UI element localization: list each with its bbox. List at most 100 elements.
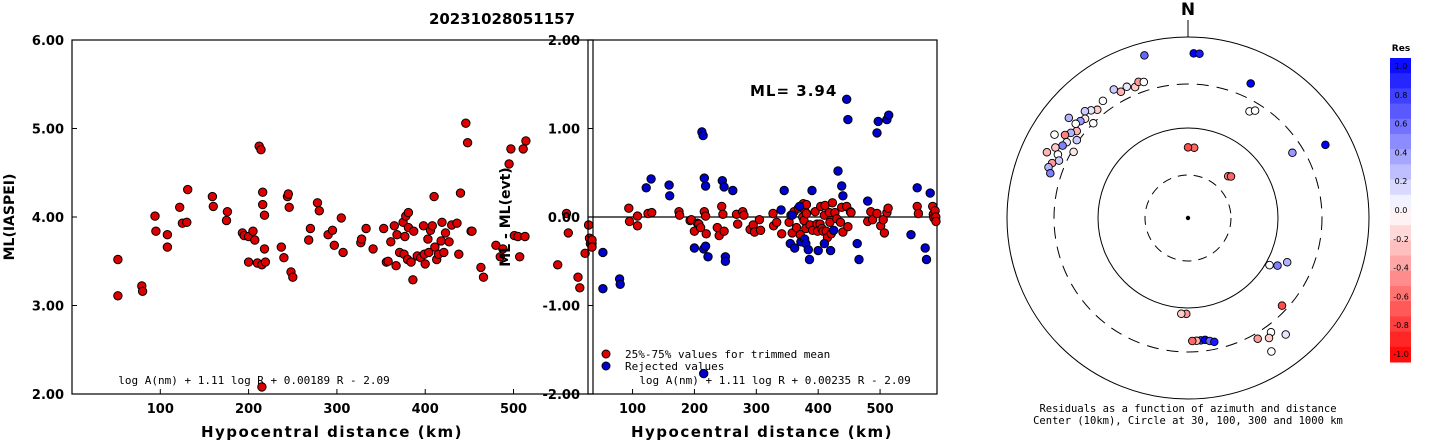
data-point	[162, 230, 173, 240]
data-point	[718, 209, 728, 220]
data-point	[304, 235, 314, 245]
x-tick-label: 400	[805, 402, 832, 417]
data-point	[182, 217, 192, 228]
data-point	[768, 208, 778, 219]
polar-point	[1069, 147, 1078, 157]
x-axis-label-2: Hypocentral distance (km)	[631, 423, 893, 441]
colorbar-cell	[1390, 301, 1411, 317]
y-tick-label: 6.00	[32, 34, 64, 49]
data-point	[689, 243, 700, 253]
colorbar-tick-label: -0.2	[1393, 235, 1409, 244]
data-point	[700, 181, 711, 191]
polar-point	[1140, 51, 1149, 60]
caption-line-1: Residuals as a function of azimuth and d…	[1039, 403, 1336, 415]
north-label: N	[1181, 0, 1195, 20]
data-point	[843, 222, 853, 232]
data-point	[913, 208, 924, 219]
data-point	[624, 203, 634, 213]
legend-marker-rejected	[601, 361, 611, 371]
polar-point	[1195, 49, 1204, 58]
colorbar-tick-label: 0.4	[1395, 148, 1408, 157]
colorbar-tick-label: 1.0	[1395, 62, 1408, 71]
data-point	[580, 248, 590, 259]
data-point	[356, 234, 367, 244]
data-point	[699, 173, 709, 183]
data-point	[498, 244, 508, 254]
colorbar-cell	[1390, 149, 1411, 165]
data-point	[777, 229, 787, 239]
data-point	[406, 257, 416, 267]
colorbar-title: Res	[1392, 44, 1410, 54]
polar-point	[1064, 113, 1074, 123]
polar-point	[1071, 119, 1080, 129]
data-point	[518, 144, 528, 154]
data-point	[305, 223, 316, 234]
data-point	[872, 128, 882, 138]
polar-point	[1046, 169, 1055, 178]
data-point	[717, 201, 727, 212]
data-point	[787, 210, 797, 220]
colorbar-cell	[1390, 346, 1411, 363]
colorbar-cell	[1390, 103, 1411, 120]
polar-point	[1288, 148, 1297, 158]
data-point	[222, 207, 233, 217]
polar-point	[1264, 333, 1274, 343]
data-point	[386, 237, 396, 247]
data-point	[400, 231, 410, 242]
data-point	[698, 130, 708, 141]
page-title: 20231028051157	[429, 10, 575, 28]
data-point	[327, 225, 338, 236]
data-point	[803, 245, 813, 255]
data-point	[478, 272, 489, 282]
data-point	[700, 211, 711, 221]
polar-point	[1058, 141, 1067, 150]
polar-point	[1080, 106, 1090, 116]
data-point	[925, 188, 935, 198]
data-point	[284, 202, 294, 213]
formula-2: log A(nm) + 1.11 log R + 0.00235 R - 2.0…	[639, 374, 911, 387]
data-point	[561, 208, 572, 219]
data-point	[754, 215, 765, 225]
data-point	[665, 191, 675, 201]
data-point	[739, 210, 749, 220]
data-point	[867, 215, 878, 225]
polar-point	[1051, 143, 1060, 152]
polar-point	[1267, 347, 1276, 356]
colorbar-cell	[1390, 270, 1411, 287]
data-point	[368, 244, 378, 254]
ml-annotation: ML= 3.94	[750, 82, 837, 100]
data-point	[598, 284, 608, 294]
data-point	[835, 217, 846, 228]
data-point	[175, 202, 185, 213]
residual-vs-distance-panel: -2.00 -1.00 0.00 1.00 2.00 100 200 300 400 500 ML…	[498, 34, 941, 441]
colorbar-cell	[1390, 118, 1411, 135]
data-point	[454, 249, 464, 259]
polar-point	[1277, 301, 1287, 310]
data-point	[776, 205, 786, 215]
legend-marker-trimmed	[601, 349, 611, 359]
x-axis-label-1: Hypocentral distance (km)	[201, 423, 463, 441]
data-point	[257, 382, 267, 392]
data-point	[439, 247, 449, 258]
colorbar-tick-label: -1.0	[1393, 350, 1409, 359]
data-point	[719, 182, 729, 192]
data-point	[409, 226, 419, 236]
data-point	[829, 225, 839, 236]
ml-vs-distance-panel: 2.00 3.00 4.00 5.00 6.00 100 200 300 400 500 log …	[2, 34, 597, 441]
data-point	[137, 286, 148, 296]
data-point	[258, 199, 268, 210]
data-point	[615, 279, 625, 289]
data-point	[790, 243, 800, 253]
data-point	[703, 252, 713, 262]
data-point	[852, 238, 862, 249]
data-point	[854, 254, 864, 265]
data-point	[878, 215, 888, 225]
data-point	[846, 207, 856, 218]
y-axis-label-2: ML - ML(evt)	[498, 167, 514, 266]
tick-labels-2: -2.00 -1.00 0.00 1.00 2.00 100 200 300 400 500	[543, 34, 894, 417]
data-point	[338, 247, 348, 258]
data-point	[248, 226, 258, 236]
center-dot	[1185, 215, 1191, 221]
polar-point	[1226, 172, 1236, 181]
